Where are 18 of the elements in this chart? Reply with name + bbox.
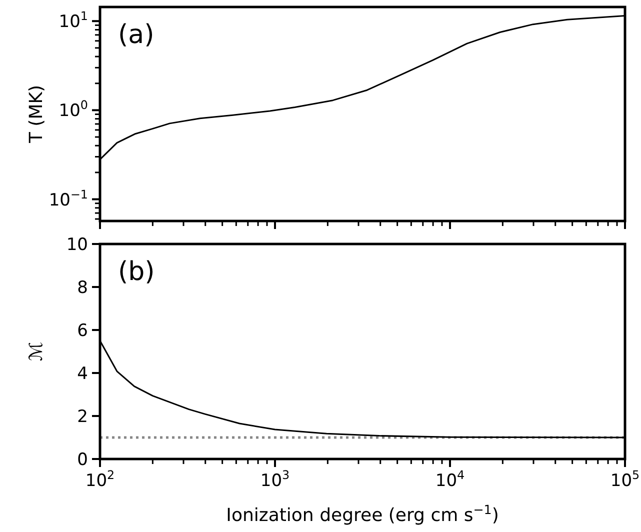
y-axis-title: T (MK) (26, 84, 47, 144)
y-axis-title: ℳ (26, 342, 47, 362)
annotation: (a) (118, 20, 154, 50)
y-tick-label: 6 (77, 321, 88, 341)
y-tick-label: 10$^{1}$ (58, 9, 88, 32)
y-tick-label: 0 (77, 450, 88, 470)
x-tick-label: 10$^{4}$ (435, 468, 465, 491)
y-tick-label: 10$^{−1}$ (48, 187, 88, 210)
y-tick-label: 4 (77, 364, 88, 384)
x-tick-label: 10$^{2}$ (85, 468, 115, 491)
x-tick-label: 10$^{5}$ (610, 468, 640, 491)
y-tick-label: 8 (77, 278, 88, 298)
annotation: (b) (118, 257, 155, 287)
x-tick-label: 10$^{3}$ (260, 468, 290, 491)
x-axis-title: Ionization degree (erg cm s$^{−1}$) (226, 502, 499, 526)
y-tick-label: 10$^{0}$ (58, 98, 88, 122)
y-tick-label: 2 (77, 407, 88, 427)
y-tick-label: 10 (66, 235, 88, 255)
